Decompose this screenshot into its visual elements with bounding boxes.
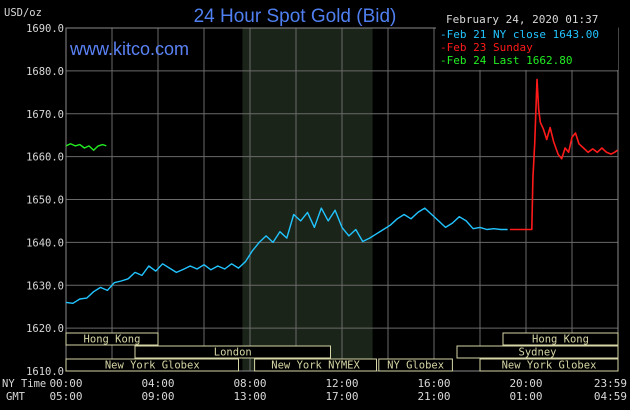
- market-box: [502, 332, 619, 346]
- legend-box: [436, 27, 618, 70]
- y-tick-label: 1660.0: [26, 152, 64, 164]
- x-tick-label-ny: 00:00: [49, 377, 82, 390]
- y-tick-label: 1630.0: [26, 280, 64, 292]
- series-line: [65, 207, 508, 304]
- market-label: New York Globex: [502, 360, 597, 372]
- brand-url: www.kitco.com: [69, 39, 189, 59]
- x-tick-label-ny: 04:00: [141, 377, 174, 390]
- x-tick-label-gmt: 09:00: [141, 390, 174, 403]
- market-sessions: Hong Kong London New York Globex New York N…: [65, 332, 619, 372]
- market-box: [65, 358, 239, 372]
- x-tick-label-gmt: 17:00: [325, 390, 358, 403]
- market-box: [65, 332, 159, 346]
- series-line: [65, 143, 107, 151]
- y-tick-label: 1610.0: [26, 366, 64, 378]
- x-tick-label-ny: 16:00: [417, 377, 450, 390]
- market-box: [254, 358, 378, 372]
- series-line: [509, 78, 618, 231]
- legend-entry: -Feb 21 NY close 1643.00: [440, 28, 599, 41]
- legend-entry: -Feb 23 Sunday: [440, 41, 533, 54]
- market-box: [378, 358, 453, 372]
- market-label: London: [214, 347, 252, 359]
- y-tick-label: 1620.0: [26, 323, 64, 335]
- x-tick-label-gmt: 01:00: [509, 390, 542, 403]
- plot-area: 1690.0 1680.0 1670.0 1660.0 1650.0 1640.0 1630…: [26, 23, 619, 378]
- legend-entry: -Feb 24 Last 1662.80: [440, 54, 572, 67]
- market-box: [456, 345, 619, 359]
- x-tick-label-ny: 08:00: [233, 377, 266, 390]
- x-tick-label-gmt: 04:59: [594, 390, 627, 403]
- market-label: New York Globex: [105, 360, 200, 372]
- x-row-label-gmt: GMT: [6, 391, 26, 403]
- x-tick-label-ny: 20:00: [509, 377, 542, 390]
- y-tick-label: 1670.0: [26, 109, 64, 121]
- legend: -Feb 21 NY close 1643.00-Feb 23 Sunday-F…: [436, 27, 618, 70]
- timestamp: February 24, 2020 01:37: [446, 13, 598, 26]
- market-label: Sydney: [519, 347, 557, 359]
- market-box: [479, 358, 619, 372]
- market-label: New York NYMEX: [271, 360, 360, 372]
- x-tick-label-gmt: 21:00: [417, 390, 450, 403]
- x-tick-label-ny: 12:00: [325, 377, 358, 390]
- y-tick-label: 1650.0: [26, 195, 64, 207]
- market-label: NY Globex: [387, 360, 444, 372]
- market-label: Hong Kong: [84, 334, 141, 346]
- y-axis-label: USD/oz: [4, 7, 42, 19]
- x-tick-label-gmt: 05:00: [49, 390, 82, 403]
- y-tick-label: 1640.0: [26, 237, 64, 249]
- market-label: Hong Kong: [532, 334, 589, 346]
- x-tick-label-ny: 23:59: [594, 377, 627, 390]
- x-row-label-ny: NY Time: [2, 378, 46, 390]
- market-box: [134, 345, 331, 359]
- y-tick-label: 1680.0: [26, 66, 64, 78]
- y-tick-label: 1690.0: [26, 23, 64, 35]
- x-tick-label-gmt: 13:00: [233, 390, 266, 403]
- chart-title: 24 Hour Spot Gold (Bid): [194, 6, 397, 27]
